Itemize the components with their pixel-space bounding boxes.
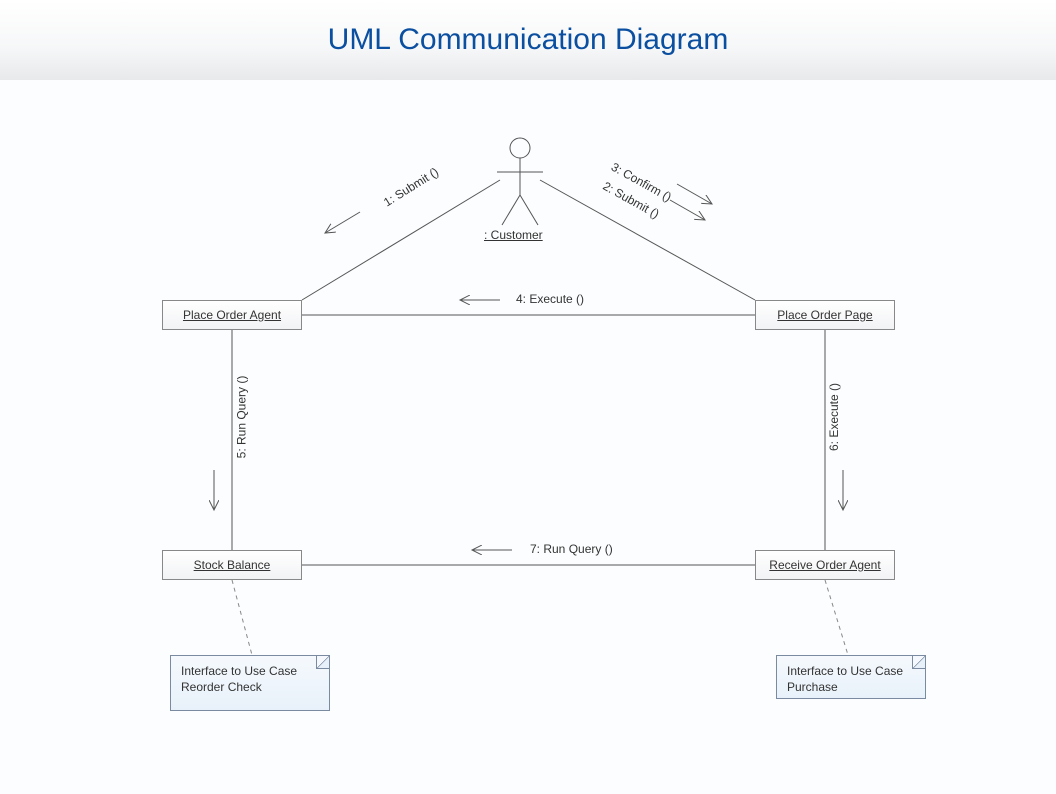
node-stock-balance: Stock Balance xyxy=(162,550,302,580)
node-label: Stock Balance xyxy=(194,558,271,572)
message-6-execute: 6: Execute () xyxy=(827,383,841,451)
node-receive-order-agent: Receive Order Agent xyxy=(755,550,895,580)
message-7-run-query: 7: Run Query () xyxy=(530,542,613,556)
node-label: Place Order Agent xyxy=(183,308,281,322)
node-label: Place Order Page xyxy=(777,308,872,322)
page-title: UML Communication Diagram xyxy=(328,23,729,57)
note-text: Interface to Use Case Purchase xyxy=(787,664,903,694)
note-text: Interface to Use Case Reorder Check xyxy=(181,664,297,694)
note-reorder-check: Interface to Use Case Reorder Check xyxy=(170,655,330,711)
node-place-order-agent: Place Order Agent xyxy=(162,300,302,330)
node-label: Receive Order Agent xyxy=(769,558,880,572)
message-4-execute: 4: Execute () xyxy=(516,292,584,306)
header: UML Communication Diagram xyxy=(0,0,1056,80)
diagram-canvas: : Customer Place Order Agent Place Order… xyxy=(0,80,1056,794)
message-1-submit: 1: Submit () xyxy=(381,165,441,210)
note-purchase: Interface to Use Case Purchase xyxy=(776,655,926,699)
actor-label: : Customer xyxy=(484,228,543,242)
node-place-order-page: Place Order Page xyxy=(755,300,895,330)
message-5-run-query: 5: Run Query () xyxy=(234,376,248,459)
